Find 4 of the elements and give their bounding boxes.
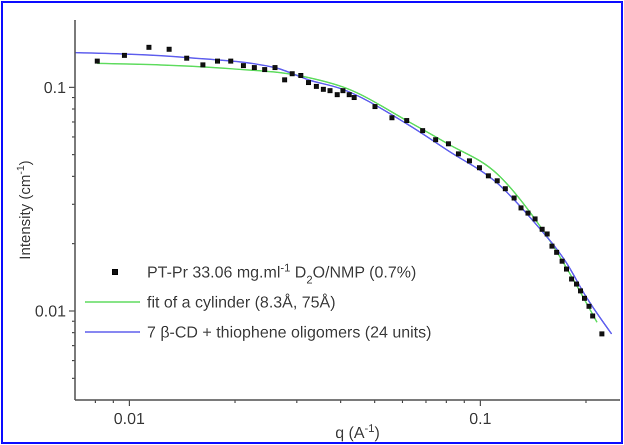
x-axis-title: q (A$^{-1}$) — [335, 423, 380, 442]
legend-label: PT-Pr 33.06 mg.ml$^{-1}$ D$_{2}$O/NMP (0.7%) — [147, 262, 416, 287]
legend-label: fit of a cylinder (8.3Å, 75Å) — [147, 294, 336, 312]
legend-label: 7 β-CD + thiophene oligomers (24 units) — [147, 324, 432, 342]
